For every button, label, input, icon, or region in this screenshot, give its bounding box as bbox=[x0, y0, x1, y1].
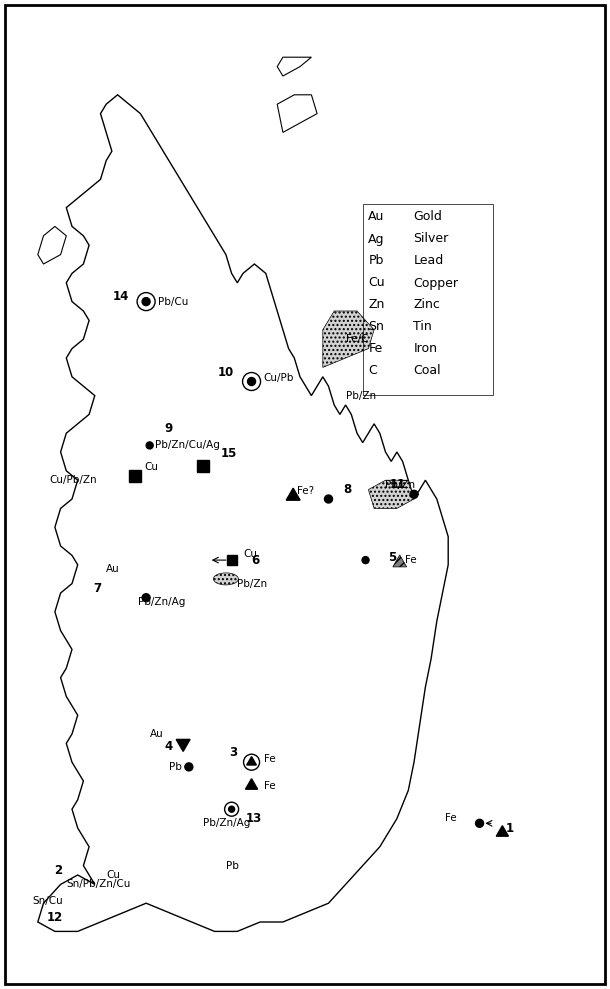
Polygon shape bbox=[286, 489, 300, 500]
Text: 2: 2 bbox=[54, 863, 62, 877]
Polygon shape bbox=[323, 311, 374, 367]
Text: Fe/C: Fe/C bbox=[346, 334, 368, 344]
Text: C: C bbox=[368, 365, 377, 378]
Text: Zn: Zn bbox=[368, 299, 385, 312]
Text: Cu: Cu bbox=[145, 463, 159, 473]
Text: Pb: Pb bbox=[169, 762, 182, 771]
Text: 7: 7 bbox=[93, 582, 102, 594]
Circle shape bbox=[243, 755, 259, 770]
Text: Au: Au bbox=[149, 729, 163, 739]
Text: 9: 9 bbox=[165, 422, 173, 435]
Circle shape bbox=[146, 442, 153, 449]
Text: Fe: Fe bbox=[406, 555, 417, 565]
Circle shape bbox=[362, 557, 369, 564]
Polygon shape bbox=[176, 740, 190, 752]
Text: Gold: Gold bbox=[414, 211, 442, 224]
Text: Au: Au bbox=[106, 565, 120, 575]
Text: Pb/Zn: Pb/Zn bbox=[386, 480, 415, 490]
Text: Cu/Pb/Zn: Cu/Pb/Zn bbox=[49, 475, 97, 486]
Text: Iron: Iron bbox=[414, 342, 437, 355]
Circle shape bbox=[224, 802, 239, 816]
Text: Fe: Fe bbox=[368, 342, 382, 355]
Text: Au: Au bbox=[368, 211, 385, 224]
Text: Zinc: Zinc bbox=[414, 299, 440, 312]
Ellipse shape bbox=[214, 573, 239, 584]
Text: 1: 1 bbox=[505, 822, 514, 835]
Text: Copper: Copper bbox=[414, 277, 458, 290]
Bar bbox=[226, 555, 237, 565]
Circle shape bbox=[325, 495, 332, 503]
Circle shape bbox=[137, 293, 155, 311]
Text: Cu: Cu bbox=[368, 277, 385, 290]
Text: Pb: Pb bbox=[368, 254, 384, 267]
Polygon shape bbox=[277, 57, 311, 76]
Polygon shape bbox=[38, 95, 448, 932]
Polygon shape bbox=[277, 95, 317, 133]
Polygon shape bbox=[393, 555, 407, 567]
Circle shape bbox=[142, 593, 150, 601]
Text: Fe: Fe bbox=[264, 780, 275, 790]
Text: 14: 14 bbox=[112, 291, 129, 304]
Text: Fe: Fe bbox=[445, 813, 456, 823]
Text: 6: 6 bbox=[251, 554, 260, 567]
Text: Cu: Cu bbox=[106, 870, 120, 880]
Text: 12: 12 bbox=[47, 911, 63, 924]
Text: 11: 11 bbox=[389, 479, 406, 492]
Circle shape bbox=[410, 491, 418, 498]
Text: Lead: Lead bbox=[414, 254, 443, 267]
Polygon shape bbox=[368, 481, 414, 508]
Text: 13: 13 bbox=[246, 812, 262, 825]
Text: 10: 10 bbox=[218, 366, 234, 379]
Polygon shape bbox=[245, 778, 257, 789]
Text: 3: 3 bbox=[229, 747, 237, 760]
Text: Pb/Zn/Ag: Pb/Zn/Ag bbox=[203, 818, 251, 829]
Text: Sn/Cu: Sn/Cu bbox=[32, 896, 63, 906]
Bar bbox=[364, 204, 493, 395]
Text: 5: 5 bbox=[389, 551, 396, 564]
Text: Pb/Zn/Cu/Ag: Pb/Zn/Cu/Ag bbox=[155, 440, 220, 450]
Text: 4: 4 bbox=[165, 740, 173, 753]
Polygon shape bbox=[38, 226, 66, 264]
Text: 8: 8 bbox=[343, 483, 351, 496]
Text: Cu: Cu bbox=[243, 549, 257, 559]
Text: Pb/Zn: Pb/Zn bbox=[237, 579, 267, 588]
Text: Silver: Silver bbox=[414, 232, 448, 245]
Text: Sn/Pb/Zn/Cu: Sn/Pb/Zn/Cu bbox=[66, 879, 131, 889]
Circle shape bbox=[142, 298, 150, 306]
Text: 15: 15 bbox=[220, 447, 237, 461]
Circle shape bbox=[243, 373, 260, 391]
Circle shape bbox=[185, 763, 193, 770]
Circle shape bbox=[248, 378, 256, 386]
Text: Cu/Pb: Cu/Pb bbox=[264, 374, 294, 384]
Text: Fe?: Fe? bbox=[297, 487, 314, 496]
Text: Pb/Zn/Ag: Pb/Zn/Ag bbox=[137, 597, 185, 607]
Bar bbox=[129, 470, 141, 482]
Text: Ag: Ag bbox=[368, 232, 385, 245]
Text: Pb/Zn: Pb/Zn bbox=[346, 391, 376, 401]
Polygon shape bbox=[497, 826, 508, 837]
Text: Coal: Coal bbox=[414, 365, 441, 378]
Text: Fe: Fe bbox=[264, 755, 275, 764]
Text: Pb/Cu: Pb/Cu bbox=[158, 297, 188, 307]
Text: Sn: Sn bbox=[368, 320, 384, 333]
Text: Tin: Tin bbox=[414, 320, 432, 333]
Circle shape bbox=[476, 819, 484, 828]
Text: Pb: Pb bbox=[226, 860, 239, 870]
Circle shape bbox=[229, 806, 235, 812]
Bar bbox=[197, 460, 209, 472]
Polygon shape bbox=[246, 757, 256, 765]
